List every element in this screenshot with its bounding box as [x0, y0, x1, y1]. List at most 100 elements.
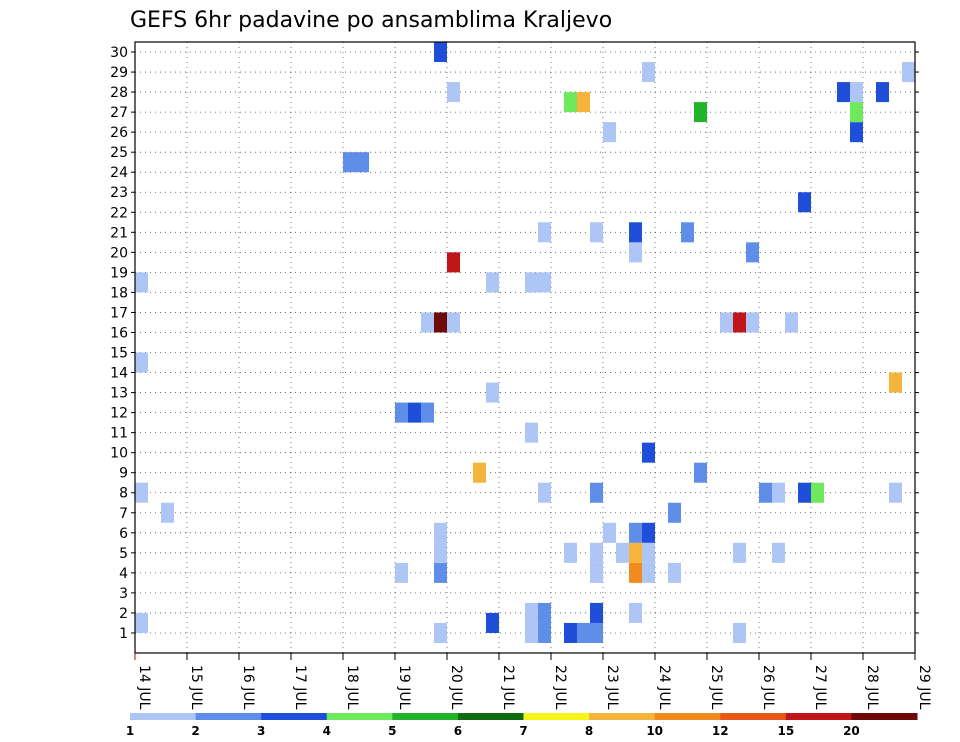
colorbar-label: 10: [646, 724, 663, 738]
x-tick-label: 24 JUL: [656, 665, 672, 710]
y-tick-label: 11: [110, 426, 128, 442]
x-tick-label: 22 JUL: [552, 665, 568, 710]
precip-cell: [434, 562, 447, 583]
grid-lines: [134, 42, 916, 653]
colorbar-segment: [195, 713, 262, 720]
precip-cell: [876, 82, 889, 103]
precip-cell: [733, 542, 746, 563]
y-tick-label: 3: [119, 586, 128, 602]
precip-cell: [902, 62, 915, 83]
precip-cell: [759, 482, 772, 503]
colorbar-label: 20: [843, 724, 860, 738]
colorbar-label: 2: [191, 724, 199, 738]
y-tick-label: 1: [119, 626, 128, 642]
x-tick-label: 27 JUL: [812, 665, 828, 710]
colorbar-label: 3: [257, 724, 265, 738]
y-tick-label: 4: [119, 566, 128, 582]
colorbar-segment: [851, 713, 918, 720]
x-tick-label: 23 JUL: [604, 665, 620, 710]
colorbar-segment: [392, 713, 459, 720]
precip-cell: [421, 312, 434, 333]
precip-cell: [447, 312, 460, 333]
precip-cell: [746, 312, 759, 333]
precip-cell: [161, 502, 174, 523]
precip-cell: [746, 242, 759, 263]
precip-cell: [733, 312, 746, 333]
precip-cell: [889, 372, 902, 393]
precip-cell: [486, 272, 499, 293]
x-tick-label: 14 JUL: [136, 665, 152, 710]
colorbar-label: 6: [454, 724, 462, 738]
colorbar-label: 4: [323, 724, 331, 738]
precip-cell: [629, 222, 642, 243]
colorbar-label: 12: [712, 724, 729, 738]
precip-cell: [603, 122, 616, 143]
y-tick-label: 12: [110, 406, 128, 422]
precip-cell: [538, 272, 551, 293]
y-tick-label: 17: [110, 305, 128, 321]
precip-cell: [642, 542, 655, 563]
precip-cell: [590, 482, 603, 503]
y-tick-label: 14: [110, 366, 128, 382]
precip-cell: [590, 602, 603, 623]
precip-cell: [629, 602, 642, 623]
precip-cell: [564, 92, 577, 113]
y-tick-label: 2: [119, 606, 128, 622]
precip-cell: [590, 542, 603, 563]
precip-cell: [135, 352, 148, 373]
x-tick-label: 19 JUL: [396, 665, 412, 710]
precip-cell: [720, 312, 733, 333]
precip-cell: [811, 482, 824, 503]
x-tick-label: 16 JUL: [240, 665, 256, 710]
y-tick-label: 15: [110, 346, 128, 362]
precip-cell: [564, 542, 577, 563]
precip-cell: [733, 622, 746, 643]
precip-cell: [889, 482, 902, 503]
precip-cell: [395, 562, 408, 583]
colorbar-segment: [720, 713, 787, 720]
precip-cell: [629, 562, 642, 583]
y-tick-label: 30: [110, 45, 128, 61]
colorbar-label: 15: [777, 724, 794, 738]
precip-cell: [486, 612, 499, 633]
colorbar-label: 7: [519, 724, 527, 738]
precip-cell: [538, 222, 551, 243]
y-tick-label: 29: [110, 65, 128, 81]
colorbar-segment: [261, 713, 328, 720]
colorbar-segment: [457, 713, 524, 720]
x-tick-label: 25 JUL: [708, 665, 724, 710]
x-tick-label: 21 JUL: [500, 665, 516, 710]
precip-cell: [577, 92, 590, 113]
precip-cell: [681, 222, 694, 243]
y-tick-label: 21: [110, 225, 128, 241]
colorbar-label: 8: [585, 724, 593, 738]
colorbar-segment: [326, 713, 393, 720]
colorbar-label: 5: [388, 724, 396, 738]
precip-cell: [590, 562, 603, 583]
x-tick-label: 15 JUL: [188, 665, 204, 710]
precip-cell: [798, 482, 811, 503]
precip-cell: [603, 522, 616, 543]
precip-cell: [525, 272, 538, 293]
precip-cell: [850, 82, 863, 103]
precip-cell: [629, 522, 642, 543]
precip-cell: [538, 602, 551, 623]
y-tick-label: 9: [119, 466, 128, 482]
colorbar-segment: [130, 713, 197, 720]
precip-cell: [434, 42, 447, 63]
precip-cell: [772, 542, 785, 563]
precip-cell: [642, 522, 655, 543]
y-tick-label: 7: [119, 506, 128, 522]
precip-cell: [785, 312, 798, 333]
colorbar-label: 1: [126, 724, 134, 738]
x-tick-label: 17 JUL: [292, 665, 308, 710]
precip-cell: [850, 122, 863, 143]
x-tick-label: 18 JUL: [344, 665, 360, 710]
precip-cell: [629, 242, 642, 263]
precip-cell: [356, 152, 369, 173]
precip-cell: [434, 522, 447, 543]
precip-cell: [616, 542, 629, 563]
x-axis-ticks: 14 JUL 15 JUL 16 JUL 17 JUL 18 JUL 19 JUL 20 J…: [134, 653, 932, 710]
precip-cell: [772, 482, 785, 503]
precip-cell: [135, 612, 148, 633]
